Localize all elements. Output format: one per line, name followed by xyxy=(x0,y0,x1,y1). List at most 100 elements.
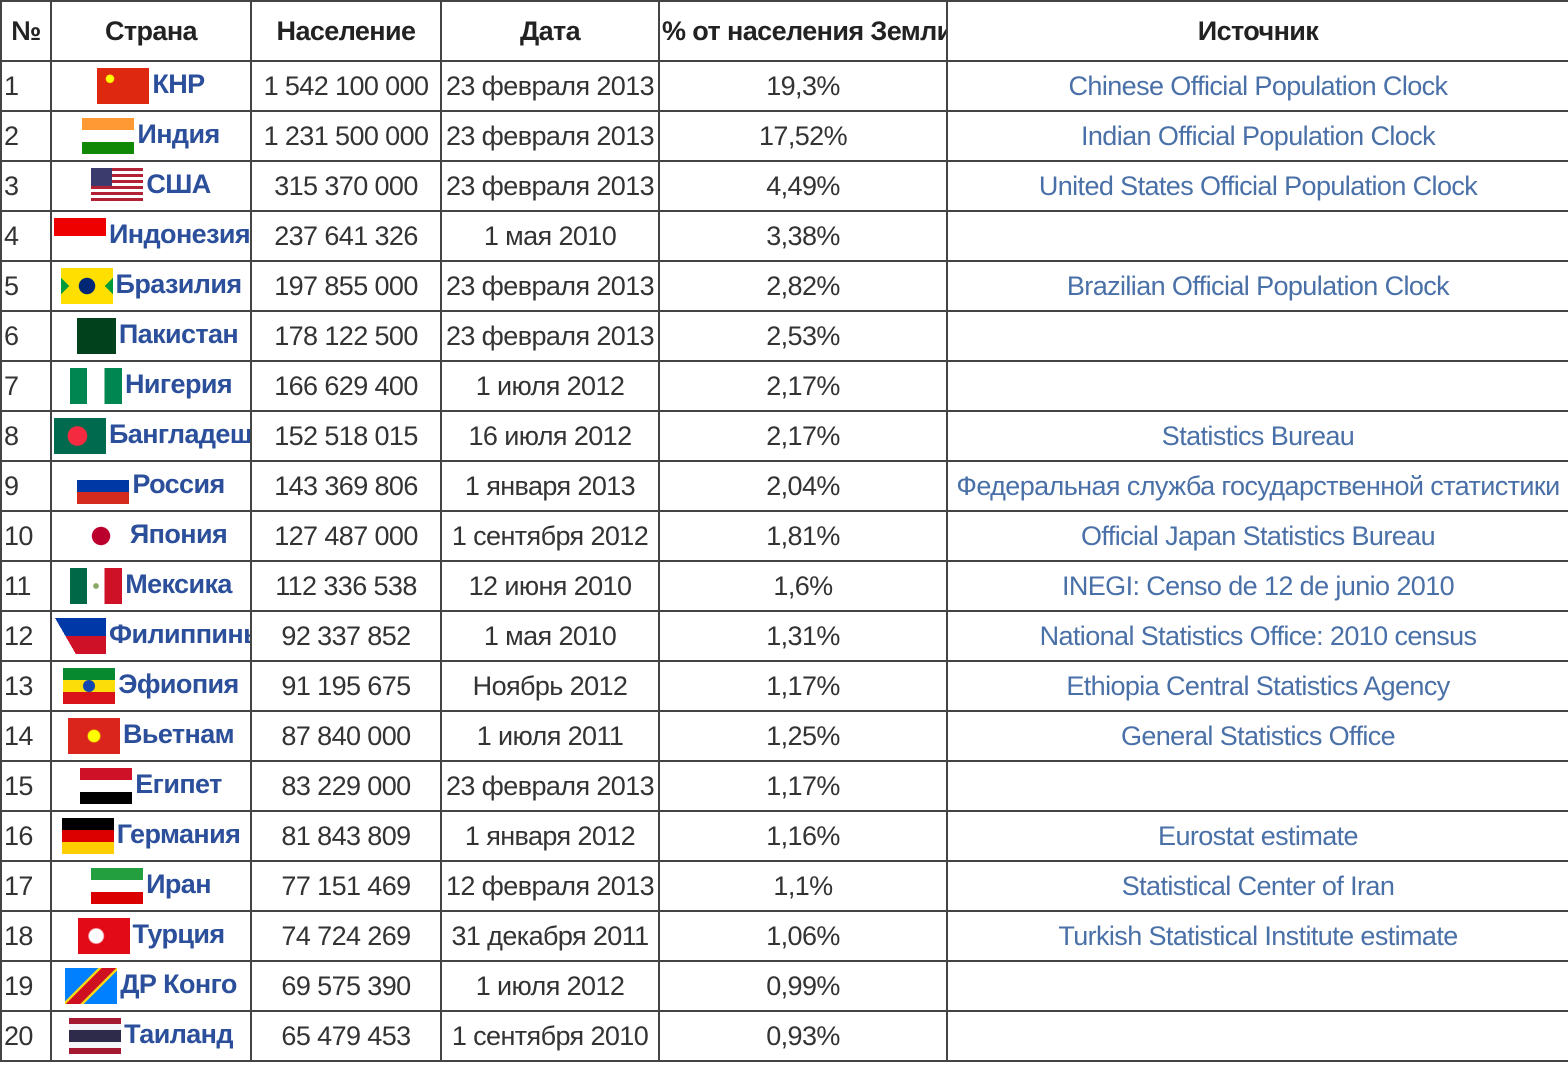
source-link[interactable]: Turkish Statistical Institute estimate xyxy=(1058,920,1458,951)
table-row: 17 Иран 77 151 469 12 февраля 2013 1,1% Stati… xyxy=(0,860,1568,912)
country-name[interactable]: КНР xyxy=(152,69,205,100)
country-name[interactable]: Вьетнам xyxy=(122,719,235,750)
source-link[interactable]: Ethiopia Central Statistics Agency xyxy=(1066,670,1450,701)
source-link[interactable]: Eurostat estimate xyxy=(1158,820,1359,851)
flag-icon xyxy=(63,668,116,704)
row-number: 3 xyxy=(0,160,52,212)
flag-icon xyxy=(54,618,106,654)
country-cell: Япония xyxy=(50,510,252,562)
row-number: 20 xyxy=(0,1010,52,1062)
country-name[interactable]: Египет xyxy=(135,769,222,800)
source-link[interactable]: National Statistics Office: 2010 census xyxy=(1039,620,1477,651)
source-link[interactable]: United States Official Population Clock xyxy=(1038,170,1478,201)
column-header: № xyxy=(0,0,52,62)
world-share: 1,25% xyxy=(658,710,948,762)
row-number: 7 xyxy=(0,360,52,412)
source-link[interactable]: Statistics Bureau xyxy=(1161,420,1355,451)
source-link[interactable]: Indian Official Population Clock xyxy=(1080,120,1436,151)
row-number: 9 xyxy=(0,460,52,512)
country-cell: Индия xyxy=(50,110,252,162)
table-row: 5 Бразилия 197 855 000 23 февраля 2013 2,82%… xyxy=(0,260,1568,312)
country-name[interactable]: Иран xyxy=(146,869,211,900)
source-link[interactable]: Федеральная служба государственной стати… xyxy=(956,470,1560,501)
table-row: 16 Германия 81 843 809 1 января 2012 1,16% Eu… xyxy=(0,810,1568,862)
source-link[interactable]: Official Japan Statistics Bureau xyxy=(1081,520,1436,551)
country-cell: Мексика xyxy=(50,560,252,612)
country-cell: Таиланд xyxy=(50,1010,252,1062)
source-link[interactable]: General Statistics Office xyxy=(1120,720,1396,751)
country-cell: Бангладеш xyxy=(50,410,252,462)
table-row: 12 Филиппины 92 337 852 1 мая 2010 1,31% Nati… xyxy=(0,610,1568,662)
flag-icon xyxy=(91,168,144,204)
world-share: 1,17% xyxy=(658,760,948,812)
population: 112 336 538 xyxy=(250,560,442,612)
row-number: 5 xyxy=(0,260,52,312)
table-row: 3 США 315 370 000 23 февраля 2013 4,49% Unite… xyxy=(0,160,1568,212)
world-share: 0,99% xyxy=(658,960,948,1012)
row-number: 17 xyxy=(0,860,52,912)
country-cell: Нигерия xyxy=(50,360,252,412)
row-number: 10 xyxy=(0,510,52,562)
date: 1 января 2012 xyxy=(440,810,660,862)
date: Ноябрь 2012 xyxy=(440,660,660,712)
country-name[interactable]: Германия xyxy=(116,819,241,850)
country-cell: Вьетнам xyxy=(50,710,252,762)
country-cell: Бразилия xyxy=(50,260,252,312)
source-link[interactable]: Chinese Official Population Clock xyxy=(1068,70,1449,101)
country-name[interactable]: Эфиопия xyxy=(118,669,239,700)
table-row: 1 КНР 1 542 100 000 23 февраля 2013 19,3% Chi… xyxy=(0,60,1568,112)
source-link[interactable]: Brazilian Official Population Clock xyxy=(1066,270,1450,301)
table-row: 18 Турция 74 724 269 31 декабря 2011 1,06% Tu… xyxy=(0,910,1568,962)
table-row: 13 Эфиопия 91 195 675 Ноябрь 2012 1,17% Ethio… xyxy=(0,660,1568,712)
population: 74 724 269 xyxy=(250,910,442,962)
date: 16 июля 2012 xyxy=(440,410,660,462)
world-share: 1,31% xyxy=(658,610,948,662)
country-name[interactable]: Индонезия xyxy=(109,219,251,250)
source-link[interactable]: INEGI: Censo de 12 de junio 2010 xyxy=(1061,570,1455,601)
flag-icon xyxy=(69,368,122,404)
population: 166 629 400 xyxy=(250,360,442,412)
table-row: 8 Бангладеш 152 518 015 16 июля 2012 2,17% St… xyxy=(0,410,1568,462)
flag-icon xyxy=(61,818,114,854)
population: 197 855 000 xyxy=(250,260,442,312)
row-number: 11 xyxy=(0,560,52,612)
date: 1 июля 2012 xyxy=(440,360,660,412)
country-name[interactable]: Япония xyxy=(129,519,228,550)
world-share: 3,38% xyxy=(658,210,948,262)
country-name[interactable]: Турция xyxy=(132,919,226,950)
country-cell: ДР Конго xyxy=(50,960,252,1012)
date: 23 февраля 2013 xyxy=(440,110,660,162)
row-number: 15 xyxy=(0,760,52,812)
country-name[interactable]: Пакистан xyxy=(118,319,239,350)
country-name[interactable]: Бразилия xyxy=(115,269,243,300)
world-share: 4,49% xyxy=(658,160,948,212)
source-cell xyxy=(946,960,1568,1012)
row-number: 13 xyxy=(0,660,52,712)
population: 69 575 390 xyxy=(250,960,442,1012)
population: 92 337 852 xyxy=(250,610,442,662)
row-number: 18 xyxy=(0,910,52,962)
country-name[interactable]: Нигерия xyxy=(124,369,233,400)
country-name[interactable]: Индия xyxy=(137,119,220,150)
country-name[interactable]: США xyxy=(146,169,211,200)
source-cell xyxy=(946,760,1568,812)
world-share: 1,6% xyxy=(658,560,948,612)
country-name[interactable]: Таиланд xyxy=(124,1019,233,1050)
date: 23 февраля 2013 xyxy=(440,260,660,312)
table-row: 15 Египет 83 229 000 23 февраля 2013 1,17% xyxy=(0,760,1568,812)
population: 81 843 809 xyxy=(250,810,442,862)
population: 315 370 000 xyxy=(250,160,442,212)
column-header: % от населения Земли xyxy=(658,0,948,62)
world-share: 17,52% xyxy=(658,110,948,162)
country-name[interactable]: ДР Конго xyxy=(120,969,237,1000)
flag-icon xyxy=(54,218,106,254)
country-name[interactable]: Филиппины xyxy=(109,619,251,650)
column-header: Страна xyxy=(50,0,252,62)
source-cell xyxy=(946,310,1568,362)
country-name[interactable]: Бангладеш xyxy=(109,419,251,450)
source-link[interactable]: Statistical Center of Iran xyxy=(1121,870,1395,901)
country-name[interactable]: Мексика xyxy=(125,569,232,600)
population: 237 641 326 xyxy=(250,210,442,262)
flag-icon xyxy=(77,468,130,504)
country-name[interactable]: Россия xyxy=(132,469,225,500)
